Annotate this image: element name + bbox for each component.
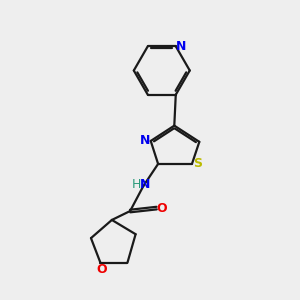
Text: S: S (193, 158, 202, 170)
Text: N: N (140, 134, 150, 148)
Text: O: O (157, 202, 167, 214)
Text: O: O (97, 263, 107, 276)
Text: N: N (140, 178, 150, 191)
Text: N: N (176, 40, 186, 53)
Text: H: H (132, 178, 142, 191)
